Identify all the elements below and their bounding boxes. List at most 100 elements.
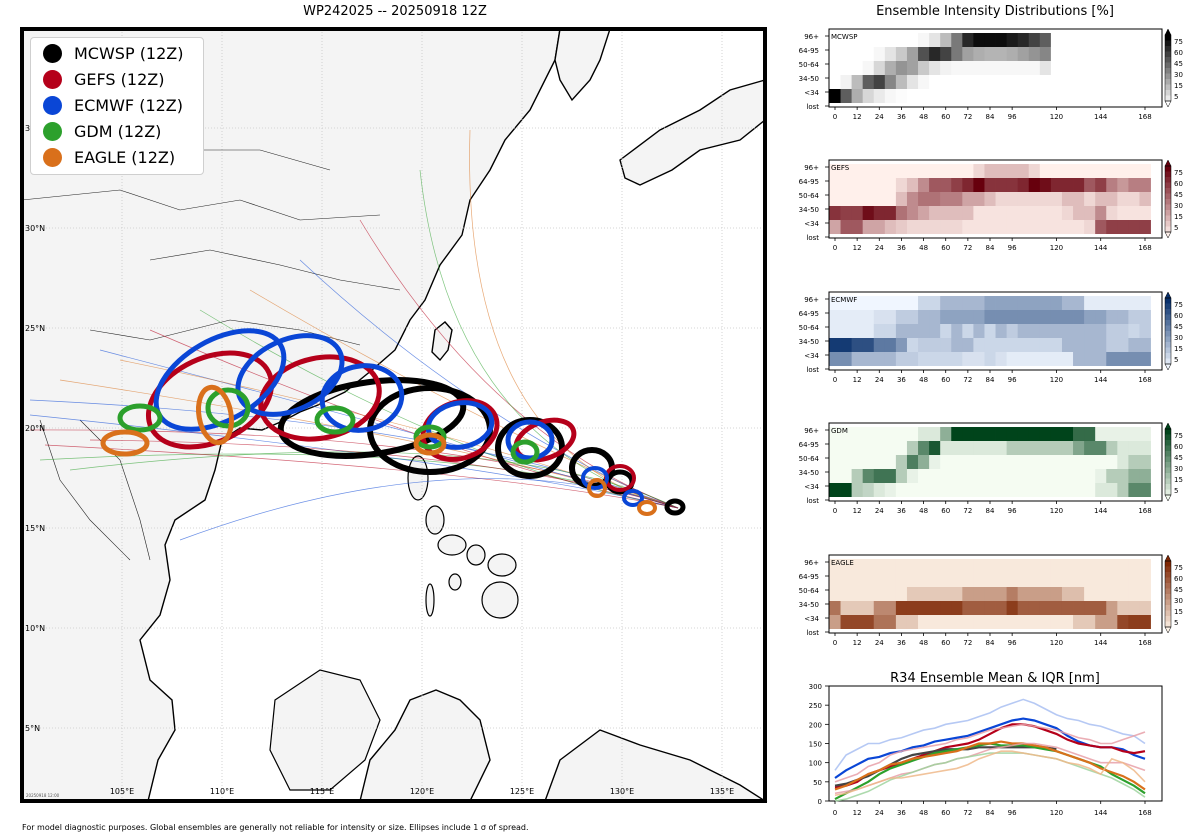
uncertainty-ellipse	[117, 403, 163, 433]
heatmap-cell	[1128, 469, 1140, 483]
uncertainty-ellipses	[100, 328, 686, 516]
heatmap-cell	[1139, 324, 1151, 338]
land-mass	[619, 79, 766, 186]
heatmap-cell	[1095, 483, 1107, 497]
heatmap-cell	[973, 324, 985, 338]
lat-label: 25°N	[25, 324, 45, 333]
heatmap-y-label: 34-50	[799, 338, 819, 346]
heatmap-cell	[918, 441, 930, 455]
heatmap-cell	[1006, 310, 1019, 324]
colorbar-segment	[1165, 188, 1171, 194]
heatmap-cell	[1073, 324, 1085, 338]
heatmap-cell	[829, 164, 841, 178]
heatmap-cell	[1084, 164, 1096, 178]
heatmap-cell	[1017, 75, 1030, 89]
heatmap-cell	[1006, 220, 1019, 234]
heatmap-cell	[829, 573, 841, 587]
heatmap-cell	[862, 615, 875, 629]
heatmap-cell	[973, 192, 985, 206]
heatmap-x-label: 120	[1050, 639, 1063, 647]
heatmap-cell	[1006, 352, 1019, 366]
heatmap-cell	[1084, 206, 1096, 220]
heatmap-cell	[918, 220, 930, 234]
heatmap-cell	[973, 33, 985, 47]
heatmap-cell	[1039, 192, 1052, 206]
heatmap-cell	[851, 469, 864, 483]
heatmap-cell	[1061, 296, 1074, 310]
legend-label: GDM (12Z)	[74, 121, 162, 141]
heatmap-cell	[1084, 601, 1096, 615]
heatmap-cell	[995, 441, 1008, 455]
heatmap-cell	[840, 338, 853, 352]
heatmap-cell	[1039, 75, 1052, 89]
heatmap-cell	[918, 601, 930, 615]
heatmap-cell	[906, 573, 919, 587]
heatmap-cell	[1095, 192, 1107, 206]
r34-y-label: 200	[809, 721, 822, 729]
heatmap-x-label: 168	[1138, 113, 1151, 121]
heatmap-cell	[884, 441, 897, 455]
colorbar-segment	[1165, 610, 1171, 617]
heatmap-cell	[962, 206, 974, 220]
heatmap-cell	[829, 178, 841, 192]
heatmap-cell	[829, 338, 841, 352]
heatmap-cell	[851, 441, 864, 455]
heatmap-cell	[1028, 164, 1041, 178]
heatmap-cell	[873, 427, 886, 441]
r34-title: R34 Ensemble Mean & IQR [nm]	[890, 671, 1100, 686]
colorbar-segment	[1165, 40, 1171, 47]
heatmap-cell	[1039, 483, 1052, 497]
heatmap-cell	[1106, 352, 1118, 366]
heatmap-cell	[1117, 455, 1129, 469]
heatmap-cell	[1073, 601, 1085, 615]
heatmap-cell	[1106, 338, 1118, 352]
heatmap-cell	[973, 559, 985, 573]
heatmap-y-label: lost	[806, 366, 819, 374]
heatmap-cell	[862, 441, 875, 455]
heatmap-cell	[984, 338, 996, 352]
heatmap-cell	[1050, 310, 1063, 324]
heatmap-cell	[873, 75, 886, 89]
heatmap-cell	[906, 206, 919, 220]
heatmap-cell	[984, 324, 996, 338]
heatmap-cell	[1073, 192, 1085, 206]
heatmap-cell	[829, 192, 841, 206]
heatmap-frame	[828, 554, 1163, 634]
heatmap-cell	[1106, 206, 1118, 220]
colorbar-segment	[1165, 57, 1171, 63]
heatmap-cell	[1128, 615, 1140, 629]
colorbar-label: 75	[1174, 169, 1183, 177]
heatmap-cell	[1017, 427, 1030, 441]
heatmap-cell	[1017, 33, 1030, 47]
heatmap-cell	[840, 324, 853, 338]
heatmap-cell	[1039, 559, 1052, 573]
heatmap-y-label: lost	[806, 629, 819, 637]
heatmap-cell	[1017, 352, 1030, 366]
heatmap-cell	[1139, 352, 1151, 366]
heatmap-cell	[940, 310, 952, 324]
heatmap-cell	[918, 338, 930, 352]
r34-y-label: 50	[813, 779, 822, 787]
r34-x-label: 120	[1050, 809, 1063, 817]
colorbar-segment	[1165, 215, 1171, 222]
heatmap-cell	[895, 89, 908, 103]
heatmap-cell	[973, 178, 985, 192]
colorbar-label: 15	[1174, 608, 1183, 616]
heatmap-cell	[1061, 164, 1074, 178]
heatmap-cell	[1139, 615, 1151, 629]
heatmap-cell	[1028, 192, 1041, 206]
heatmap-cell	[906, 352, 919, 366]
heatmap-cell	[873, 601, 886, 615]
r34-y-label: 300	[809, 683, 822, 691]
heatmap-y-label: 96+	[804, 164, 819, 172]
heatmap-cell	[862, 164, 875, 178]
heatmap-cell	[929, 178, 941, 192]
heatmap-x-label: 72	[963, 639, 972, 647]
heatmap-model-name: GEFS	[831, 164, 850, 172]
heatmap-cell	[1006, 33, 1019, 47]
heatmap-y-label: <34	[804, 615, 819, 623]
colorbar-label: 5	[1174, 224, 1178, 232]
land-mass	[431, 321, 453, 362]
heatmap-cell	[984, 587, 996, 601]
heatmap-cell	[906, 75, 919, 89]
